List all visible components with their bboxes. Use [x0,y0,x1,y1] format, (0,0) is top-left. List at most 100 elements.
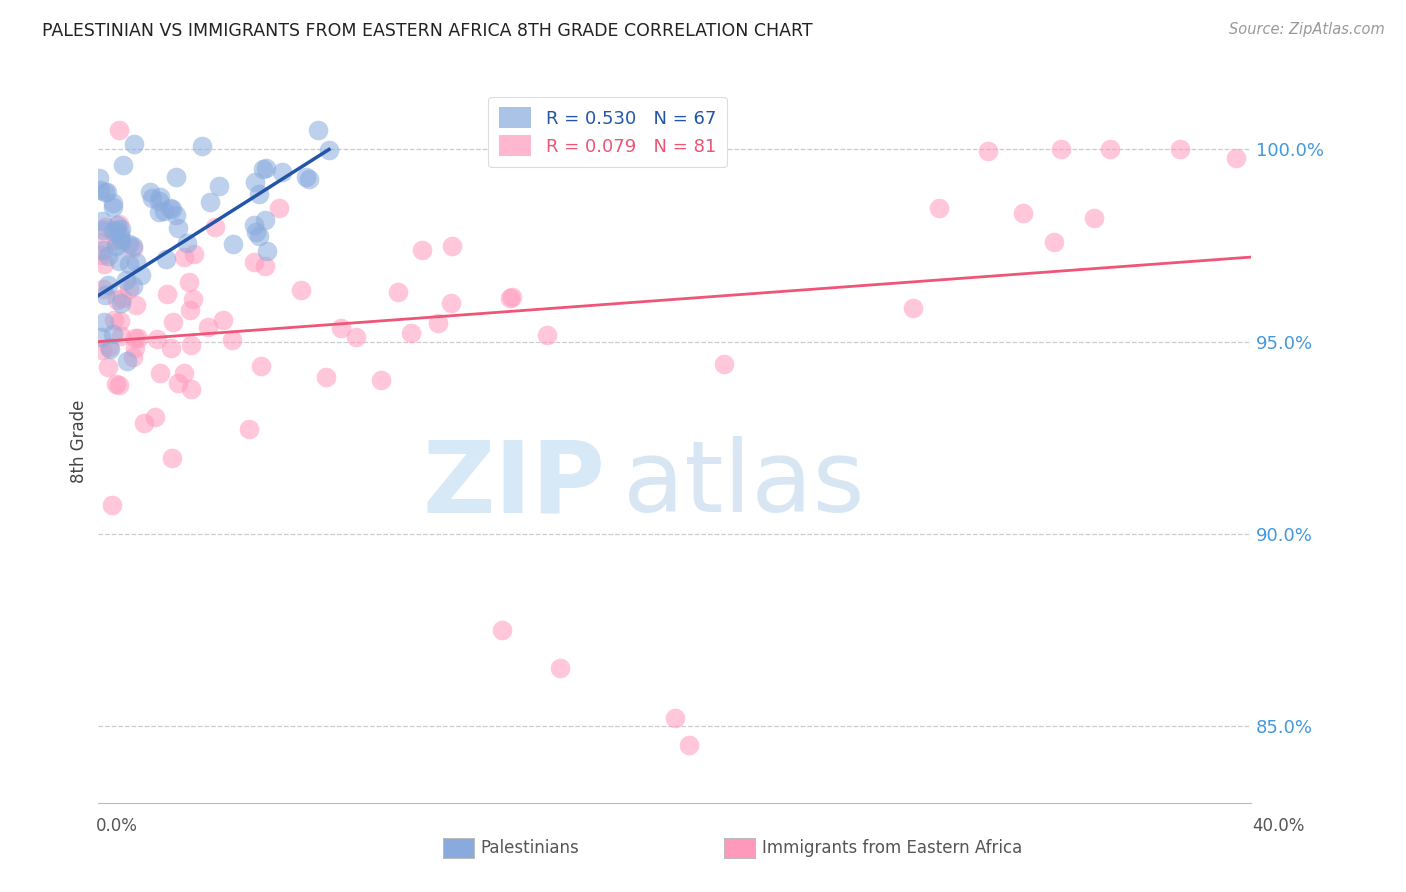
Text: Immigrants from Eastern Africa: Immigrants from Eastern Africa [762,839,1022,857]
Point [141,191,163,205]
Point [160,341,183,355]
Point [108,377,131,392]
Point [298,172,321,186]
Point [110,235,132,250]
Point [664,711,686,725]
Point [122,351,145,365]
Point [678,738,700,752]
Point [307,123,329,137]
Text: ZIP: ZIP [423,436,606,533]
Point [134,416,156,430]
Point [177,275,200,289]
Point [127,331,149,345]
Point [117,282,139,296]
Point [295,169,318,184]
Point [105,293,128,307]
Point [118,237,141,252]
Point [713,358,735,372]
Point [387,285,409,300]
Point [104,376,127,391]
Y-axis label: 8th Grade: 8th Grade [70,400,89,483]
Point [122,137,145,152]
Point [96,186,118,200]
Point [121,238,143,252]
Text: PALESTINIAN VS IMMIGRANTS FROM EASTERN AFRICA 8TH GRADE CORRELATION CHART: PALESTINIAN VS IMMIGRANTS FROM EASTERN A… [42,22,813,40]
Point [256,244,278,258]
Point [221,333,243,347]
Point [97,340,120,354]
Point [110,328,132,343]
Point [173,250,195,264]
Point [243,218,266,232]
Point [243,175,266,189]
Point [153,204,176,219]
Point [149,190,172,204]
Point [401,326,423,340]
Point [110,296,132,310]
Point [108,227,131,241]
Point [94,185,117,199]
Point [1083,211,1105,225]
Point [97,249,120,263]
Point [162,450,184,465]
Point [91,243,114,257]
Point [1012,206,1035,220]
Point [104,233,127,247]
Point [499,291,522,305]
Point [176,236,198,251]
Point [97,277,120,292]
Point [315,370,337,384]
Point [104,239,127,253]
Point [122,279,145,293]
Point [162,315,184,329]
Point [97,360,120,375]
Text: 40.0%: 40.0% [1253,817,1305,835]
Point [247,186,270,201]
Point [110,221,132,235]
Point [156,287,179,301]
Point [491,623,513,637]
Point [91,282,114,296]
Point [111,291,134,305]
Point [118,257,141,271]
Point [101,224,124,238]
Point [139,186,162,200]
Point [148,204,170,219]
Point [427,317,450,331]
Point [221,237,243,252]
Point [370,373,392,387]
Point [100,498,122,512]
Point [211,313,233,327]
Point [93,315,115,329]
Point [93,288,115,302]
Point [198,194,221,209]
Point [267,201,290,215]
Point [148,194,170,208]
Point [501,290,523,304]
Text: Palestinians: Palestinians [481,839,579,857]
Point [180,338,202,352]
Point [1168,143,1191,157]
Point [242,254,264,268]
Point [115,273,138,287]
Point [145,410,167,425]
Point [183,247,205,261]
Point [165,208,187,222]
Point [104,223,127,237]
Point [207,178,229,193]
Point [252,162,274,177]
Point [89,183,111,197]
Point [179,302,201,317]
Point [928,201,950,215]
Point [103,313,125,327]
Point [548,661,571,675]
Text: atlas: atlas [623,436,865,533]
Point [250,359,273,374]
Point [91,343,114,357]
Point [162,202,184,217]
Point [249,228,271,243]
Point [146,332,169,346]
Point [167,376,190,390]
Point [125,298,148,312]
Point [181,292,204,306]
